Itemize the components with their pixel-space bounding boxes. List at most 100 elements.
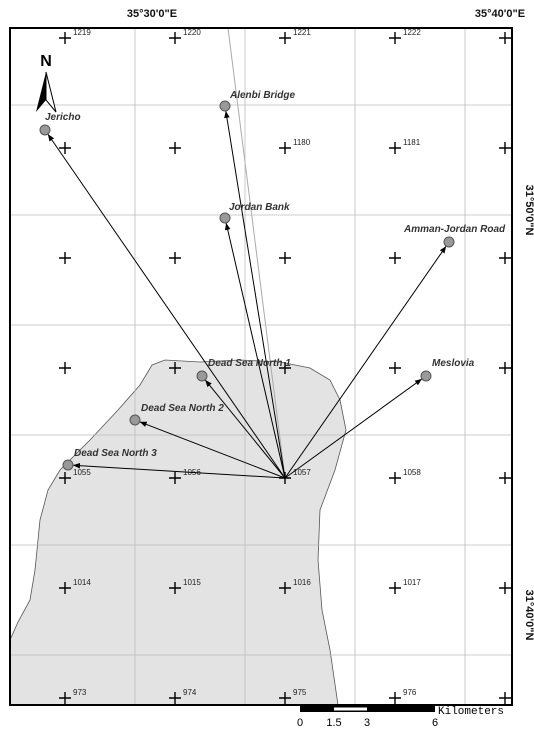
arrow (204, 379, 286, 479)
latitude-label: 31°50'0"N (523, 185, 534, 236)
place-marker (62, 459, 74, 471)
cross (169, 252, 181, 264)
scale-tick-label: 1.5 (326, 717, 341, 729)
grid-label: 974 (183, 688, 197, 697)
grid-label: 1220 (183, 28, 201, 37)
grid-label: 1222 (403, 28, 421, 37)
road (227, 28, 286, 479)
cross (169, 142, 181, 154)
place-marker (196, 370, 208, 382)
labels: 35°30'0"E 35°40'0"E 31°50'0"N 31°40'0"N 0 1.5… (127, 8, 534, 729)
cross (169, 32, 181, 44)
cross (279, 362, 291, 374)
arrow (224, 110, 286, 479)
grid-label: 1223 (513, 28, 531, 37)
grid-label: 1221 (293, 28, 311, 37)
cross (279, 582, 291, 594)
cross (389, 142, 401, 154)
scale-tick-label: 0 (297, 717, 303, 729)
cross (169, 582, 181, 594)
place-label: Dead Sea North 3 (74, 448, 157, 459)
grid-label: 1100 (513, 358, 531, 367)
cross (499, 582, 511, 594)
grid-label: 976 (403, 688, 417, 697)
grid-label: 1180 (293, 138, 311, 147)
cross (279, 252, 291, 264)
grid-label: 1141 (513, 248, 531, 257)
scale-tick-label: 3 (364, 717, 370, 729)
cross (499, 32, 511, 44)
grid-label: 1055 (73, 468, 91, 477)
scale-bar (300, 706, 435, 712)
longitude-label: 35°40'0"E (475, 8, 525, 20)
scale-tick-label: 6 (432, 717, 438, 729)
crosses: 1219 1220 1221 1222 1223 1180 1181 1182 1141 1100… (59, 28, 531, 704)
cross (59, 582, 71, 594)
cross (389, 692, 401, 704)
place-marker (129, 414, 141, 426)
place-marker (420, 370, 432, 382)
arrow (139, 421, 286, 479)
cross (389, 582, 401, 594)
grid-label: 973 (73, 688, 87, 697)
arrow (47, 133, 286, 479)
grid-label: 1059 (513, 468, 531, 477)
cross (499, 692, 511, 704)
grid-label: 977 (513, 688, 527, 697)
cross (169, 692, 181, 704)
grid-label: 1014 (73, 578, 91, 587)
north-label: N (40, 53, 52, 70)
cross (499, 142, 511, 154)
north-arrow: N (36, 53, 57, 113)
places: Jericho Alenbi Bridge Jordan Bank Amman-Jor… (39, 90, 506, 479)
grid (10, 28, 512, 705)
place-marker (39, 124, 51, 136)
cross (169, 472, 181, 484)
arrow (224, 222, 286, 479)
place-label: Meslovia (432, 358, 475, 369)
cross (389, 252, 401, 264)
cross (389, 362, 401, 374)
place-label: Jordan Bank (229, 202, 290, 213)
arrow (284, 378, 423, 479)
longitude-label: 35°30'0"E (127, 8, 177, 20)
grid-label: 1018 (513, 578, 531, 587)
place-label: Alenbi Bridge (229, 90, 295, 101)
grid-label: 1015 (183, 578, 201, 587)
grid-label: 1219 (73, 28, 91, 37)
place-marker (219, 212, 231, 224)
cross (279, 32, 291, 44)
cross (499, 362, 511, 374)
place-label: Dead Sea North 1 (208, 358, 291, 369)
grid-label: 975 (293, 688, 307, 697)
cross (499, 472, 511, 484)
grid-label: 1181 (403, 138, 421, 147)
grid-label: 1017 (403, 578, 421, 587)
cross (169, 362, 181, 374)
grid-label: 1016 (293, 578, 311, 587)
cross (59, 32, 71, 44)
place-label: Jericho (45, 112, 81, 123)
cross (59, 472, 71, 484)
cross (59, 142, 71, 154)
arrow (284, 245, 447, 479)
place-label: Dead Sea North 2 (141, 403, 224, 414)
cross (499, 252, 511, 264)
place-marker (219, 100, 231, 112)
cross (59, 692, 71, 704)
cross (59, 252, 71, 264)
dead-sea (10, 359, 347, 705)
grid-label: 1058 (403, 468, 421, 477)
place-marker (443, 236, 455, 248)
grid-label: 1182 (513, 138, 531, 147)
grid-label: 1057 (293, 468, 311, 477)
map-frame (9, 27, 513, 706)
latitude-label: 31°40'0"N (523, 590, 534, 641)
scale-unit: Kilometers (438, 706, 504, 718)
cross (279, 692, 291, 704)
cross (389, 32, 401, 44)
arrow (72, 462, 286, 479)
cross (59, 362, 71, 374)
cross (279, 142, 291, 154)
